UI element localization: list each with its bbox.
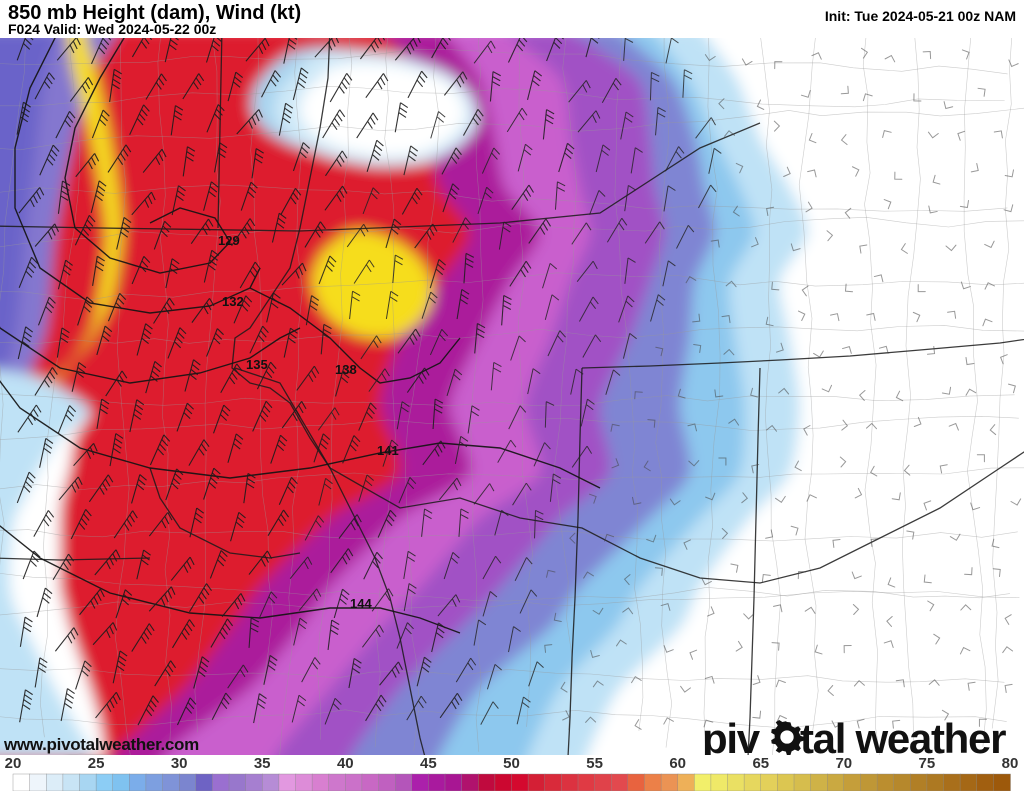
svg-text:65: 65 xyxy=(752,755,769,772)
svg-text:tal weather: tal weather xyxy=(800,715,1006,757)
svg-text:50: 50 xyxy=(503,755,520,772)
svg-text:30: 30 xyxy=(171,755,188,772)
svg-text:35: 35 xyxy=(254,755,271,772)
svg-text:20: 20 xyxy=(5,755,22,772)
svg-text:45: 45 xyxy=(420,755,437,772)
svg-text:55: 55 xyxy=(586,755,603,772)
svg-text:60: 60 xyxy=(669,755,686,772)
svg-text:25: 25 xyxy=(88,755,105,772)
svg-text:piv: piv xyxy=(702,715,761,757)
svg-text:70: 70 xyxy=(835,755,852,772)
svg-text:75: 75 xyxy=(919,755,936,772)
svg-text:80: 80 xyxy=(1002,755,1019,772)
svg-text:40: 40 xyxy=(337,755,354,772)
